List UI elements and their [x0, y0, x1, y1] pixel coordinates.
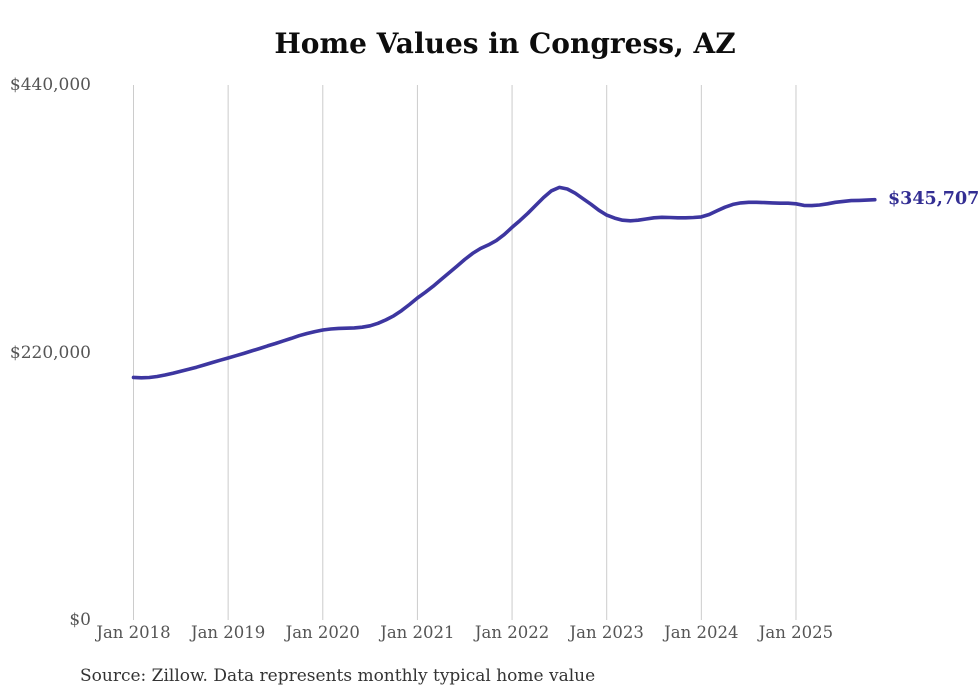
chart-title: Home Values in Congress, AZ [274, 27, 736, 60]
y-tick-label: $0 [69, 610, 91, 630]
x-tick-label: Jan 2021 [380, 623, 455, 642]
year-gridlines [133, 85, 797, 620]
x-tick-label: Jan 2022 [474, 623, 550, 642]
y-tick-label: $220,000 [9, 342, 91, 363]
x-tick-label: Jan 2023 [569, 623, 644, 642]
x-tick-label: Jan 2020 [285, 623, 360, 642]
x-tick-label: Jan 2024 [664, 623, 739, 642]
x-tick-label: Jan 2018 [96, 623, 171, 642]
source-note: Source: Zillow. Data represents monthly … [80, 666, 596, 686]
last-value-label: $345,707 [888, 188, 980, 209]
home-value-line [131, 185, 877, 380]
x-tick-label: Jan 2025 [758, 623, 834, 642]
x-tick-label: Jan 2019 [190, 623, 266, 642]
y-tick-label: $440,000 [9, 75, 91, 95]
home-value-series [131, 185, 877, 380]
